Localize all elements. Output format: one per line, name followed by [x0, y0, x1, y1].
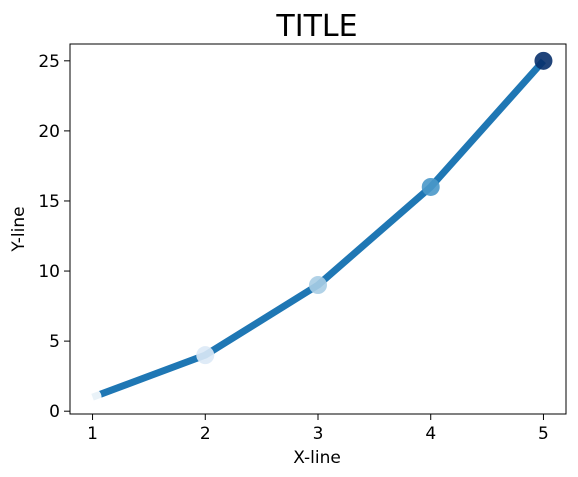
plot-frame	[69, 43, 567, 415]
x-tick-label: 4	[425, 424, 436, 444]
x-axis-label: X-line	[293, 448, 341, 468]
x-tick-label: 2	[200, 424, 211, 444]
data-point	[421, 177, 440, 196]
chart-title: TITLE	[275, 9, 357, 44]
data-point	[534, 51, 553, 70]
y-tick-label: 20	[38, 122, 60, 142]
x-tick-label: 3	[313, 424, 324, 444]
y-tick-label: 15	[38, 192, 60, 212]
data-point	[196, 346, 215, 365]
y-tick-label: 0	[49, 402, 60, 422]
axis-ticks: 1 2 3 4 5 0 5 10 15 20 25	[38, 52, 549, 444]
data-point	[83, 388, 102, 407]
x-tick-label: 5	[538, 424, 549, 444]
y-axis-label: Y-line	[9, 206, 29, 252]
x-tick-label: 1	[87, 424, 98, 444]
marker-layer	[83, 51, 553, 407]
data-point	[309, 276, 327, 295]
series-line	[91, 58, 547, 401]
y-tick-label: 10	[38, 262, 60, 282]
y-tick-label: 25	[38, 52, 60, 72]
series-layer	[91, 58, 547, 401]
y-tick-label: 5	[49, 332, 60, 352]
